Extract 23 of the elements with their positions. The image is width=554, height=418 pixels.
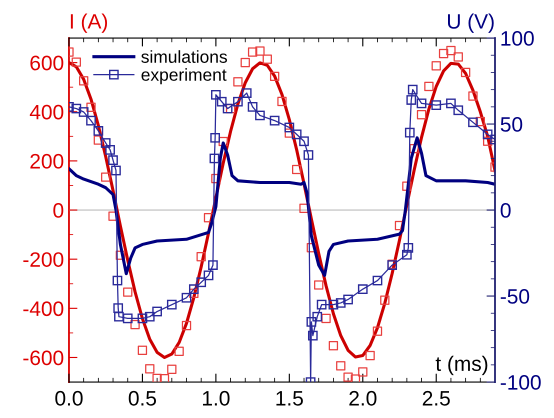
y2-tick-label: -50 [500, 289, 530, 304]
y2-tick-label: 50 [500, 117, 522, 132]
x-tick-label: 2.5 [422, 390, 450, 406]
x-tick-label: 0.0 [55, 390, 83, 406]
y-tick-label: -200 [23, 252, 64, 267]
legend-label: experiment [142, 68, 227, 84]
x-tick-label: 1.0 [202, 390, 230, 406]
y2-tick-label: -100 [500, 375, 541, 390]
x-tick-label: 1.5 [276, 391, 303, 406]
y2-tick-label: 100 [501, 31, 534, 46]
legend-label: simulations [141, 50, 227, 63]
y-tick-label: -600 [23, 350, 64, 366]
y-axis-title: I (A) [70, 13, 108, 33]
y-tick-label: 0 [53, 203, 64, 218]
y2-tick-label: 0 [500, 203, 511, 218]
x-axis-title: t (ms) [436, 356, 488, 376]
x-tick-label: 0.5 [128, 390, 156, 406]
y-tick-label: 200 [30, 154, 64, 169]
y-tick-label: 400 [30, 104, 64, 120]
y-tick-label: 600 [30, 56, 64, 70]
x-tick-label: 2.0 [349, 390, 376, 406]
y2-axis-title: U (V) [448, 13, 494, 33]
y-tick-label: -400 [23, 301, 64, 316]
